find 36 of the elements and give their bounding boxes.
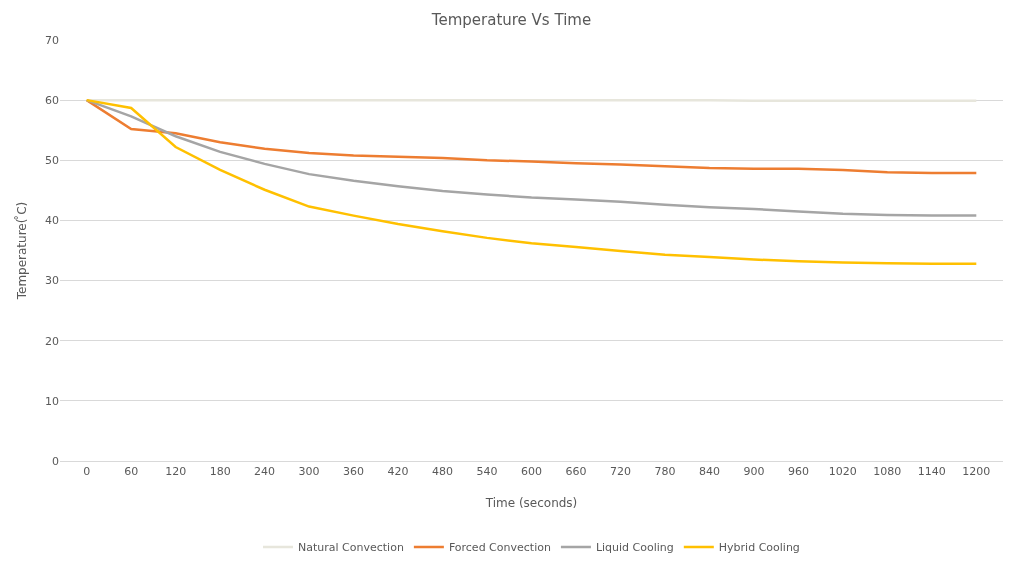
x-tick-label: 600 — [521, 465, 542, 479]
x-tick-label: 240 — [254, 465, 276, 479]
x-tick-label: 660 — [565, 465, 587, 479]
legend-label: Forced Convection — [448, 541, 551, 555]
y-tick-label: 50 — [45, 154, 59, 168]
y-tick-label: 0 — [52, 454, 59, 468]
x-tick-label: 720 — [609, 465, 631, 479]
x-tick-label: 840 — [698, 465, 720, 479]
x-tick-label: 180 — [209, 465, 231, 479]
y-tick-label: 20 — [45, 334, 59, 348]
x-tick-label: 900 — [743, 465, 765, 479]
x-tick-label: 480 — [432, 465, 454, 479]
y-axis-title: Temperature( ̊C) — [14, 201, 29, 301]
x-tick-label: 1080 — [873, 465, 902, 479]
x-tick-label: 1200 — [962, 465, 991, 479]
x-tick-label: 540 — [476, 465, 498, 479]
x-tick-label: 1140 — [917, 465, 946, 479]
x-tick-label: 960 — [787, 465, 809, 479]
y-tick-label: 60 — [45, 93, 59, 107]
x-tick-label: 1020 — [828, 465, 857, 479]
x-tick-label: 0 — [83, 465, 91, 479]
x-tick-label: 120 — [165, 465, 187, 479]
x-tick-label: 360 — [343, 465, 365, 479]
legend-label: Hybrid Cooling — [718, 541, 800, 555]
y-tick-label: 30 — [45, 274, 59, 288]
y-tick-label: 70 — [45, 33, 59, 47]
y-tick-label: 40 — [45, 214, 59, 228]
x-axis-title: Time (seconds) — [484, 496, 578, 510]
legend-label: Natural Convection — [298, 541, 404, 555]
x-tick-label: 300 — [298, 465, 320, 479]
y-tick-label: 10 — [45, 394, 59, 408]
chart-title: Temperature Vs Time — [430, 10, 592, 29]
legend-label: Liquid Cooling — [595, 541, 674, 555]
x-tick-label: 60 — [124, 465, 139, 479]
x-tick-label: 780 — [654, 465, 676, 479]
x-tick-label: 420 — [387, 465, 409, 479]
